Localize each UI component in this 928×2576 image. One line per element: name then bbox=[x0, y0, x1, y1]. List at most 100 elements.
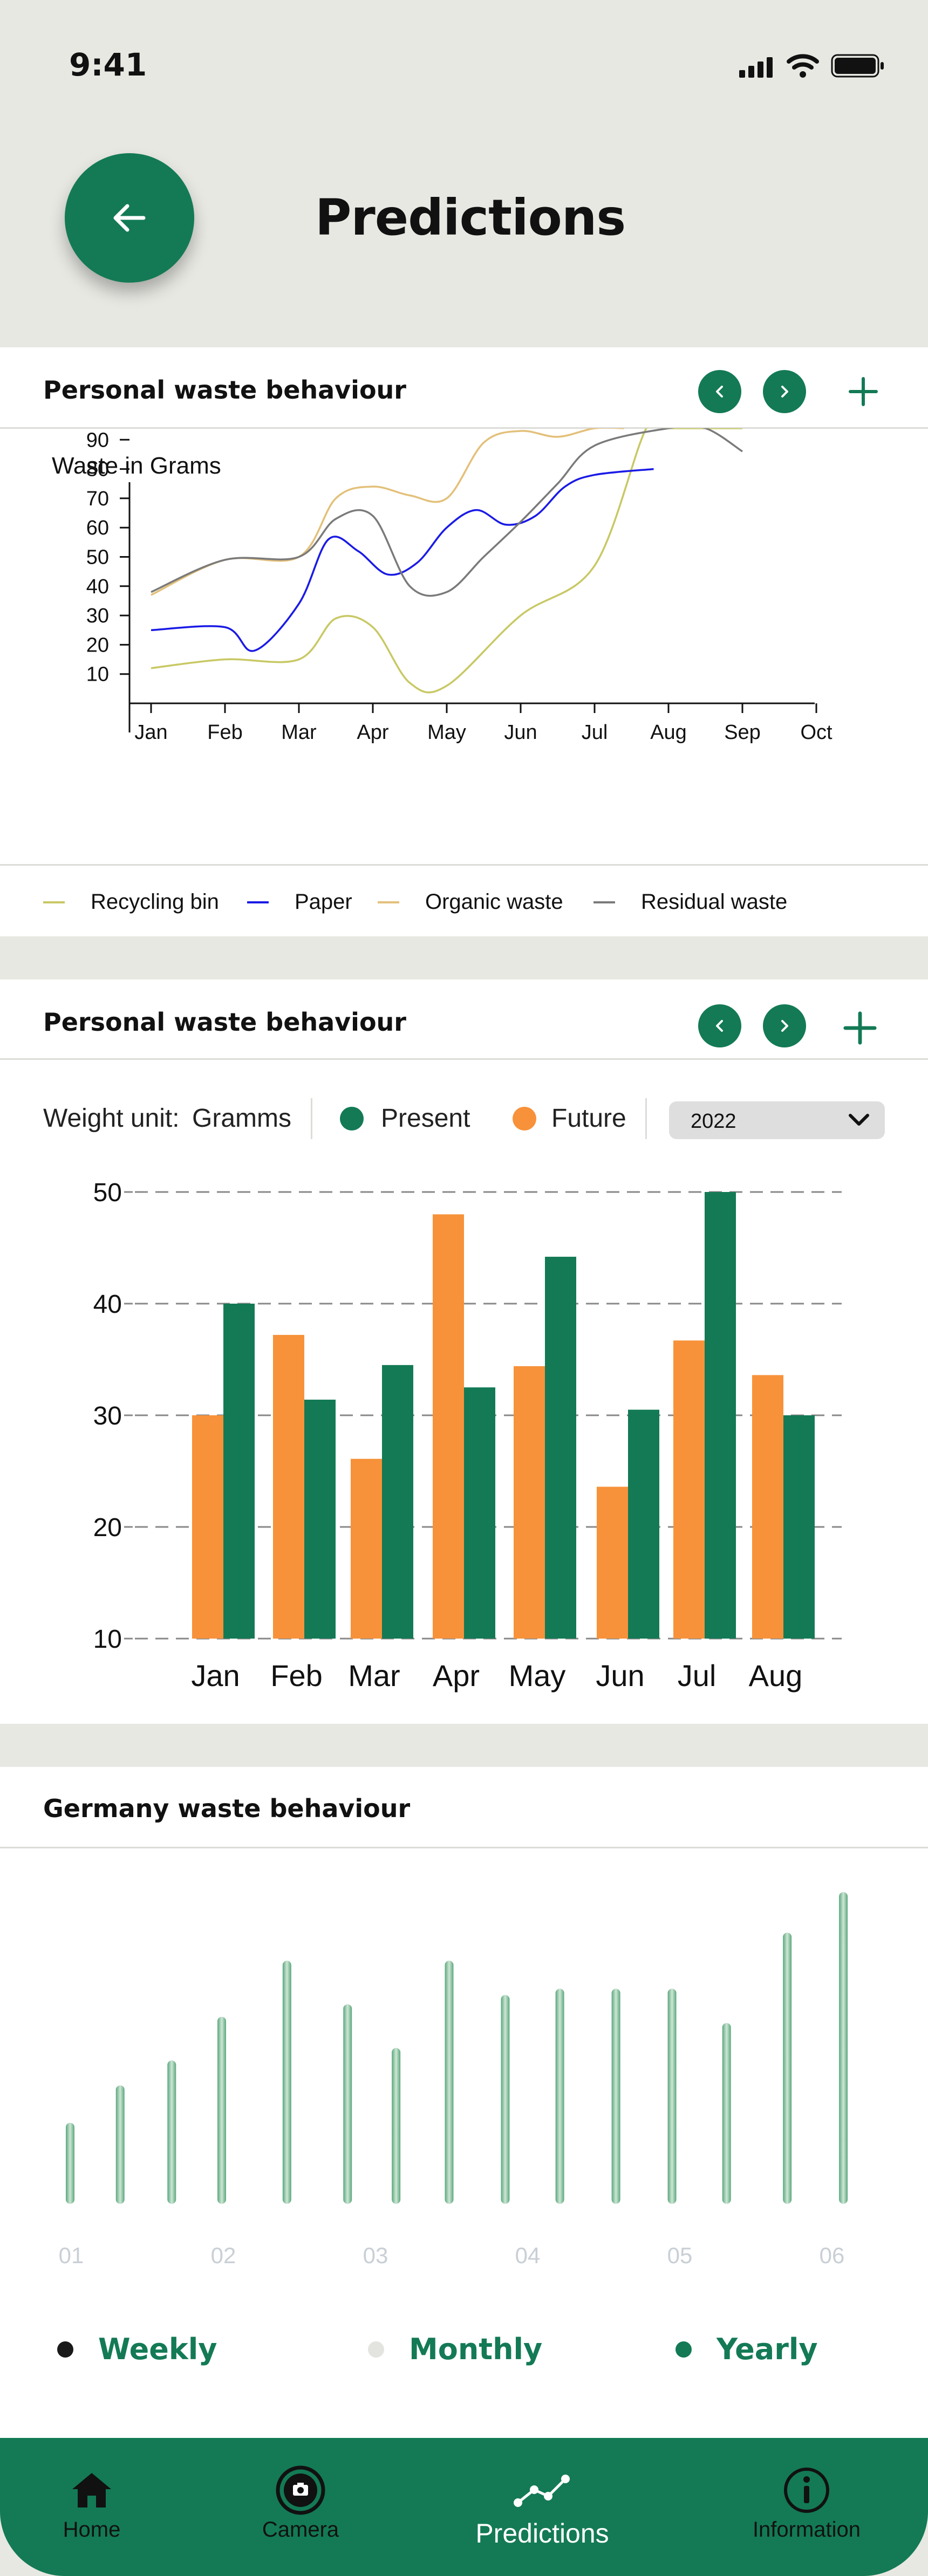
y-tick-label: 50 bbox=[93, 1179, 122, 1207]
nav-predictions[interactable]: Predictions bbox=[469, 2438, 615, 2576]
y-tick-label: 30 bbox=[93, 1402, 122, 1430]
bar-future-mar bbox=[351, 1458, 382, 1639]
bar-present-jan bbox=[223, 1304, 255, 1639]
year-select[interactable]: 2022 bbox=[669, 1101, 885, 1139]
prev-button[interactable] bbox=[698, 370, 741, 413]
x-tick-label: Jun bbox=[596, 1659, 644, 1693]
legend-label: Residual waste bbox=[641, 890, 788, 914]
legend-label: Paper bbox=[295, 890, 352, 914]
series-line-residual-waste bbox=[151, 428, 743, 597]
nav-information[interactable]: Information bbox=[745, 2438, 869, 2576]
add-icon[interactable] bbox=[842, 1010, 878, 1046]
tab-monthly[interactable]: Monthly bbox=[368, 2332, 542, 2366]
bar-future-apr bbox=[433, 1214, 464, 1639]
tab-label: Weekly bbox=[98, 2332, 217, 2366]
line-card-title: Personal waste behaviour bbox=[43, 375, 406, 405]
bar-card-divider bbox=[0, 1058, 928, 1060]
arrow-left-icon bbox=[113, 204, 146, 232]
separator bbox=[645, 1098, 647, 1139]
back-button[interactable] bbox=[65, 153, 194, 283]
x-tick-label: 03 bbox=[363, 2243, 388, 2268]
x-tick-label: Jul bbox=[582, 721, 608, 744]
x-tick-label: Oct bbox=[800, 721, 833, 744]
nav-camera-label: Camera bbox=[262, 2518, 339, 2541]
status-time: 9:41 bbox=[69, 46, 147, 83]
page-title: Predictions bbox=[315, 189, 626, 246]
line-card-divider bbox=[0, 427, 928, 429]
legend-swatch bbox=[378, 901, 399, 903]
bar-present-jun bbox=[628, 1409, 659, 1639]
bar-chart-card: Personal waste behaviour Weight unit: Gr… bbox=[0, 979, 928, 1724]
chevron-right-icon bbox=[781, 386, 788, 398]
nav-camera[interactable]: Camera bbox=[255, 2438, 346, 2576]
x-tick-label: May bbox=[427, 721, 466, 744]
germany-card-title: Germany waste behaviour bbox=[43, 1794, 411, 1823]
germany-bar bbox=[392, 2048, 401, 2204]
y-tick-label: 40 bbox=[93, 1290, 122, 1319]
bar-present-aug bbox=[783, 1415, 815, 1639]
legend-swatch bbox=[593, 901, 615, 903]
y-tick-label: 40 bbox=[86, 576, 109, 598]
tab-dot bbox=[675, 2341, 692, 2358]
status-bar: 9:41 bbox=[0, 0, 928, 129]
chevron-left-icon bbox=[716, 1020, 723, 1032]
germany-bar bbox=[167, 2060, 176, 2204]
bar-chart-controls: Weight unit: Gramms Present Future 2022 bbox=[0, 1091, 928, 1150]
x-tick-label: 06 bbox=[820, 2243, 845, 2268]
x-tick-label: Apr bbox=[357, 721, 388, 744]
future-label: Future bbox=[551, 1104, 626, 1133]
x-tick-label: Jul bbox=[678, 1659, 717, 1693]
nav-home-label: Home bbox=[63, 2518, 121, 2541]
x-tick-label: Feb bbox=[270, 1659, 323, 1693]
germany-chart: 01 02 03 04 05 06 bbox=[59, 1892, 848, 2268]
tab-yearly[interactable]: Yearly bbox=[675, 2332, 818, 2366]
trend-line-icon bbox=[513, 2466, 572, 2515]
prev-button[interactable] bbox=[698, 1004, 741, 1047]
next-button[interactable] bbox=[763, 1004, 806, 1047]
nav-home[interactable]: Home bbox=[54, 2438, 129, 2576]
x-tick-label: 02 bbox=[211, 2243, 236, 2268]
y-tick-label: 10 bbox=[86, 663, 109, 686]
x-tick-label: Sep bbox=[724, 721, 761, 744]
present-dot bbox=[340, 1107, 364, 1131]
legend-label: Recycling bin bbox=[91, 890, 219, 914]
germany-bar bbox=[501, 1995, 510, 2204]
legend-divider bbox=[0, 864, 928, 866]
bar-future-jun bbox=[597, 1486, 628, 1639]
y-tick-label: 30 bbox=[86, 605, 109, 627]
bottom-nav: Home Camera Predictions Information bbox=[0, 2438, 928, 2576]
add-icon[interactable] bbox=[847, 375, 879, 408]
bar-future-jul bbox=[673, 1340, 705, 1639]
germany-bar bbox=[66, 2122, 74, 2204]
weight-unit-value: Gramms bbox=[192, 1104, 291, 1133]
wifi-icon bbox=[787, 54, 819, 78]
legend-item-residual: Residual waste bbox=[593, 890, 787, 914]
x-tick-label: Apr bbox=[433, 1659, 480, 1693]
series-line-organic-waste bbox=[151, 428, 624, 596]
legend-label: Organic waste bbox=[425, 890, 563, 914]
future-dot bbox=[513, 1107, 536, 1131]
bar-future-aug bbox=[752, 1375, 783, 1639]
bar-future-may bbox=[514, 1366, 545, 1639]
x-tick-label: Jan bbox=[191, 1659, 240, 1693]
bar-future-feb bbox=[273, 1334, 304, 1639]
legend-item-recycling: Recycling bin bbox=[43, 890, 219, 914]
germany-bar bbox=[667, 1989, 677, 2204]
x-tick-label: Jan bbox=[134, 721, 167, 744]
next-button[interactable] bbox=[763, 370, 806, 413]
germany-bar bbox=[611, 1989, 620, 2204]
x-tick-label: Mar bbox=[281, 721, 317, 744]
tab-weekly[interactable]: Weekly bbox=[57, 2332, 217, 2366]
x-tick-label: 05 bbox=[667, 2243, 693, 2268]
present-label: Present bbox=[381, 1104, 470, 1133]
x-tick-label: 01 bbox=[59, 2243, 84, 2268]
y-tick-label: 70 bbox=[86, 488, 109, 510]
germany-bar bbox=[217, 2017, 226, 2204]
y-tick-label: 80 bbox=[86, 458, 109, 481]
info-icon bbox=[782, 2466, 831, 2515]
line-chart: Waste in Grams102030405060708090100JanFe… bbox=[52, 428, 833, 744]
bar-future-jan bbox=[192, 1415, 223, 1639]
series-line-recycling-bin bbox=[151, 428, 742, 694]
tab-dot bbox=[57, 2341, 73, 2358]
